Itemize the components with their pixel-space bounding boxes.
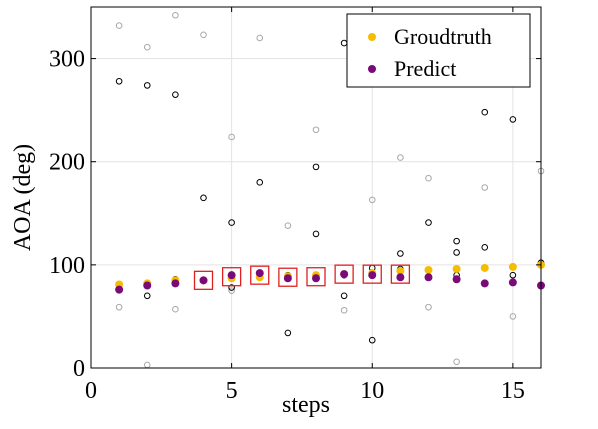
light-circle-marker bbox=[509, 313, 517, 320]
light-circle-marker bbox=[481, 184, 489, 191]
predict-point bbox=[452, 275, 461, 284]
light-circle-marker bbox=[425, 174, 432, 182]
highlight-box bbox=[193, 270, 214, 290]
groundtruth-point bbox=[396, 267, 405, 276]
dark-circle-marker bbox=[453, 249, 460, 256]
dark-circle-marker bbox=[425, 219, 432, 226]
dark-circle-marker bbox=[143, 82, 151, 89]
legend-label-predict: Predict bbox=[394, 56, 456, 81]
legend-marker-groundtruth bbox=[368, 33, 376, 41]
highlight-boxes bbox=[193, 264, 411, 290]
light-circle-marker bbox=[340, 306, 348, 314]
dark-circle-marker bbox=[228, 284, 235, 291]
dark-circle-marker bbox=[340, 39, 348, 47]
dark-circle-marker bbox=[397, 250, 404, 257]
y-tick-label: 300 bbox=[49, 47, 85, 73]
dark-circle-marker bbox=[368, 336, 376, 344]
predict-point bbox=[508, 278, 517, 287]
light-circle-marker bbox=[172, 305, 179, 313]
highlight-box bbox=[390, 264, 411, 284]
highlight-box bbox=[334, 264, 354, 284]
light-circle-marker bbox=[115, 22, 123, 29]
dark-circle-marker bbox=[115, 77, 123, 85]
x-tick-label: 10 bbox=[360, 378, 384, 404]
groundtruth-point bbox=[480, 263, 489, 272]
light-circle-marker bbox=[172, 11, 179, 19]
predict-point bbox=[480, 279, 489, 288]
light-circle-marker bbox=[115, 303, 123, 311]
legend-label-groundtruth: Groudtruth bbox=[394, 24, 492, 49]
light-circle-marker bbox=[425, 303, 432, 311]
groundtruth-point bbox=[424, 266, 433, 275]
axis-ticks: 0 5 10 15 0 100 200 300 bbox=[49, 7, 541, 404]
light-circle-marker bbox=[228, 133, 235, 141]
dark-circle-marker bbox=[143, 292, 151, 300]
light-circle-marker bbox=[228, 287, 235, 294]
predict-point bbox=[283, 274, 292, 283]
dark-circle-marker bbox=[256, 179, 264, 186]
dark-circle-marker bbox=[340, 292, 348, 300]
groundtruth-point bbox=[452, 264, 461, 273]
plot-area-frame bbox=[90, 6, 542, 369]
x-tick-label: 0 bbox=[85, 378, 97, 404]
light-circle-marker bbox=[143, 43, 151, 51]
predict-point bbox=[340, 270, 349, 279]
highlight-box bbox=[221, 267, 242, 287]
predict-point bbox=[143, 281, 152, 290]
dark-circle-marker bbox=[284, 329, 292, 337]
light-circle-marker bbox=[284, 222, 292, 229]
predict-point bbox=[255, 269, 264, 278]
predict-point bbox=[312, 274, 320, 283]
predict-point bbox=[424, 273, 433, 282]
y-tick-label: 0 bbox=[73, 356, 85, 382]
light-circle-marker bbox=[256, 34, 264, 42]
light-circle-marker bbox=[397, 154, 404, 161]
x-axis-label: steps bbox=[282, 392, 330, 418]
dark-circle-marker bbox=[312, 163, 320, 171]
predict-point bbox=[227, 271, 236, 280]
dark-circle-marker bbox=[509, 116, 517, 123]
dark-circle-marker bbox=[509, 271, 517, 279]
legend-box bbox=[346, 13, 531, 88]
predict-point bbox=[396, 273, 405, 282]
series-points bbox=[115, 260, 545, 294]
dark-circle-marker bbox=[172, 91, 179, 98]
y-tick-label: 200 bbox=[49, 150, 85, 176]
y-axis-label: AOA (deg) bbox=[10, 144, 36, 251]
dark-circle-marker bbox=[481, 244, 489, 251]
predict-point bbox=[171, 279, 180, 288]
predict-point bbox=[368, 271, 377, 280]
y-tick-label: 100 bbox=[49, 253, 85, 279]
highlight-box bbox=[250, 265, 270, 285]
predict-point bbox=[199, 276, 208, 285]
light-circle-marker bbox=[200, 31, 207, 39]
light-circle-marker bbox=[453, 358, 460, 366]
dark-circle-marker bbox=[228, 219, 235, 226]
legend: Groudtruth Predict bbox=[346, 13, 531, 88]
light-circle-marker bbox=[143, 361, 151, 369]
dark-circle-marker bbox=[312, 230, 320, 238]
light-circle-marker bbox=[312, 126, 320, 134]
light-circle-marker bbox=[368, 196, 376, 204]
predict-point bbox=[115, 285, 124, 294]
highlight-box bbox=[362, 264, 382, 284]
x-tick-label: 15 bbox=[501, 378, 525, 404]
legend-marker-predict bbox=[368, 65, 376, 73]
x-tick-label: 5 bbox=[226, 378, 238, 404]
dark-circle-marker bbox=[481, 108, 489, 116]
groundtruth-point bbox=[508, 262, 517, 271]
highlight-box bbox=[278, 267, 298, 287]
dark-circle-marker bbox=[453, 237, 460, 245]
dark-circle-marker bbox=[200, 194, 207, 202]
highlight-box bbox=[306, 267, 326, 287]
